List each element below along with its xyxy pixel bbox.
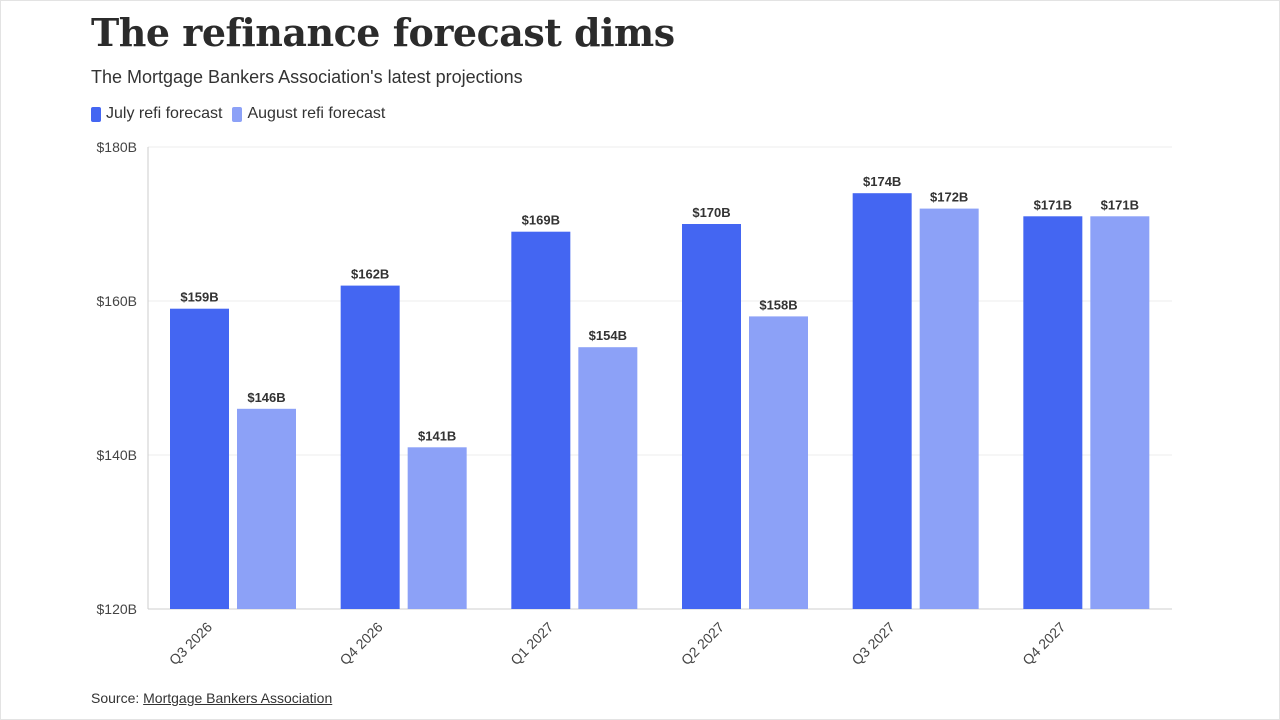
data-label: $174B	[863, 174, 901, 189]
legend-swatch-july	[91, 106, 101, 122]
data-label: $141B	[418, 428, 456, 443]
y-tick-label: $180B	[97, 139, 137, 155]
chart-title: The refinance forecast dims	[91, 10, 675, 55]
data-label: $169B	[522, 213, 560, 228]
x-tick-label: Q4 2026	[336, 619, 385, 668]
data-label: $171B	[1034, 197, 1072, 212]
data-label: $170B	[692, 205, 730, 220]
bar-july	[852, 193, 912, 609]
bar-august	[237, 408, 296, 609]
legend-item-july: July refi forecast	[91, 105, 222, 123]
data-label: $146B	[247, 390, 285, 405]
bar-august	[919, 208, 979, 609]
bar-august	[407, 447, 467, 609]
legend: July refi forecast August refi forecast	[91, 105, 385, 123]
bar-july	[340, 285, 400, 609]
bar-july	[170, 308, 229, 609]
data-label: $172B	[930, 190, 968, 205]
legend-label-august: August refi forecast	[247, 105, 386, 122]
x-tick-label: Q4 2027	[1019, 619, 1068, 668]
x-tick-label: Q3 2026	[166, 619, 215, 668]
data-label: $158B	[759, 297, 797, 312]
y-tick-label: $140B	[97, 447, 137, 463]
data-label: $159B	[180, 290, 218, 305]
legend-swatch-august	[232, 106, 243, 122]
y-tick-label: $120B	[97, 601, 137, 617]
bar-august	[749, 316, 808, 609]
source-note: Source: Mortgage Bankers Association	[91, 690, 332, 706]
data-label: $171B	[1101, 197, 1139, 212]
bar-july	[511, 231, 571, 609]
chart-subtitle: The Mortgage Bankers Association's lates…	[91, 67, 523, 87]
source-link[interactable]: Mortgage Bankers Association	[143, 690, 333, 706]
source-prefix: Source:	[91, 690, 144, 706]
legend-label-july: July refi forecast	[106, 105, 223, 122]
x-tick-label: Q2 2027	[678, 619, 727, 668]
x-tick-label: Q1 2027	[507, 619, 556, 668]
bar-july	[1023, 216, 1083, 610]
data-label: $162B	[351, 267, 389, 282]
x-tick-label: Q3 2027	[848, 619, 897, 668]
legend-item-august: August refi forecast	[232, 105, 385, 123]
bar-august	[578, 347, 638, 609]
data-label: $154B	[589, 328, 627, 343]
bar-august	[1090, 216, 1150, 610]
bar-july	[682, 224, 741, 609]
y-tick-label: $160B	[97, 293, 137, 309]
